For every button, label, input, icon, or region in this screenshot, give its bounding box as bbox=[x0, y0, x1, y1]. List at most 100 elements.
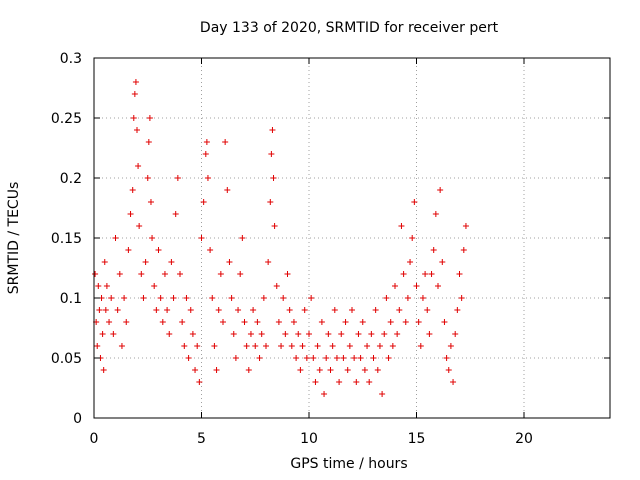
data-point bbox=[437, 187, 444, 193]
data-point bbox=[103, 283, 110, 289]
y-tick-label: 0.2 bbox=[60, 171, 82, 187]
data-point bbox=[325, 331, 332, 337]
data-point bbox=[192, 367, 199, 373]
data-point bbox=[441, 319, 448, 325]
data-point bbox=[215, 307, 222, 313]
data-point bbox=[125, 247, 132, 253]
data-point bbox=[392, 283, 398, 289]
data-point bbox=[135, 163, 142, 169]
data-point bbox=[144, 175, 151, 181]
data-point bbox=[157, 295, 164, 301]
data-point bbox=[316, 367, 323, 373]
data-point bbox=[136, 223, 143, 229]
data-point bbox=[204, 175, 211, 181]
data-point bbox=[271, 223, 278, 229]
data-point bbox=[321, 391, 328, 397]
data-point bbox=[389, 343, 396, 349]
data-point bbox=[263, 343, 269, 349]
data-point bbox=[270, 175, 277, 181]
data-point bbox=[379, 391, 386, 397]
data-point bbox=[265, 259, 272, 265]
data-point bbox=[121, 295, 128, 301]
data-point bbox=[209, 295, 216, 301]
data-point bbox=[106, 319, 113, 325]
data-point bbox=[340, 355, 347, 361]
y-tick-label: 0.15 bbox=[51, 231, 82, 247]
data-point bbox=[145, 139, 152, 145]
data-point bbox=[323, 355, 330, 361]
data-point bbox=[183, 295, 190, 301]
data-point bbox=[232, 355, 239, 361]
data-point bbox=[314, 343, 321, 349]
data-point bbox=[224, 187, 231, 193]
data-point bbox=[413, 283, 420, 289]
x-tick-label: 5 bbox=[197, 431, 206, 447]
data-point bbox=[166, 331, 173, 337]
data-point bbox=[118, 343, 125, 349]
data-point bbox=[213, 367, 220, 373]
data-point bbox=[394, 331, 401, 337]
data-point bbox=[381, 331, 388, 337]
data-point bbox=[346, 343, 353, 349]
x-tick-label: 15 bbox=[408, 431, 426, 447]
data-points bbox=[92, 79, 469, 397]
data-point bbox=[357, 355, 364, 361]
data-point bbox=[250, 307, 257, 313]
data-point bbox=[159, 319, 166, 325]
data-point bbox=[147, 199, 154, 205]
data-point bbox=[228, 295, 235, 301]
data-point bbox=[428, 271, 435, 277]
x-tick-label: 20 bbox=[515, 431, 533, 447]
data-point bbox=[177, 271, 183, 277]
data-point bbox=[108, 295, 115, 301]
data-point bbox=[409, 235, 416, 241]
data-point bbox=[226, 259, 233, 265]
data-point bbox=[400, 271, 407, 277]
data-point bbox=[127, 211, 134, 217]
data-point bbox=[432, 211, 439, 217]
data-point bbox=[284, 271, 291, 277]
data-point bbox=[243, 343, 250, 349]
data-point bbox=[134, 127, 140, 133]
data-point bbox=[329, 343, 336, 349]
y-tick-label: 0.3 bbox=[60, 51, 82, 67]
data-point bbox=[138, 271, 145, 277]
data-point bbox=[170, 295, 177, 301]
data-point bbox=[351, 355, 358, 361]
data-point bbox=[95, 283, 102, 289]
data-point bbox=[404, 295, 411, 301]
data-point bbox=[458, 295, 465, 301]
data-point bbox=[331, 307, 338, 313]
data-point bbox=[194, 343, 201, 349]
data-point bbox=[220, 319, 226, 325]
data-point bbox=[254, 319, 261, 325]
data-point bbox=[114, 307, 121, 313]
data-point bbox=[415, 319, 422, 325]
data-point bbox=[110, 331, 117, 337]
data-point bbox=[385, 355, 392, 361]
data-point bbox=[282, 331, 289, 337]
data-point bbox=[450, 379, 457, 385]
data-point bbox=[419, 295, 426, 301]
data-point bbox=[100, 367, 107, 373]
data-point bbox=[318, 319, 325, 325]
y-tick-label: 0 bbox=[73, 411, 82, 427]
data-point bbox=[349, 307, 355, 313]
data-point bbox=[426, 331, 433, 337]
data-point bbox=[396, 307, 403, 313]
data-point bbox=[198, 235, 205, 241]
data-point bbox=[297, 367, 304, 373]
data-point bbox=[129, 187, 136, 193]
data-point bbox=[237, 271, 244, 277]
data-point bbox=[411, 199, 418, 205]
data-point bbox=[424, 307, 431, 313]
x-tick-label: 10 bbox=[300, 431, 318, 447]
data-point bbox=[355, 331, 362, 337]
data-point bbox=[344, 367, 351, 373]
data-point bbox=[179, 319, 186, 325]
data-point bbox=[99, 331, 106, 337]
data-point bbox=[398, 223, 405, 229]
data-point bbox=[407, 259, 414, 265]
data-point bbox=[366, 379, 373, 385]
x-axis-label: GPS time / hours bbox=[290, 456, 407, 472]
